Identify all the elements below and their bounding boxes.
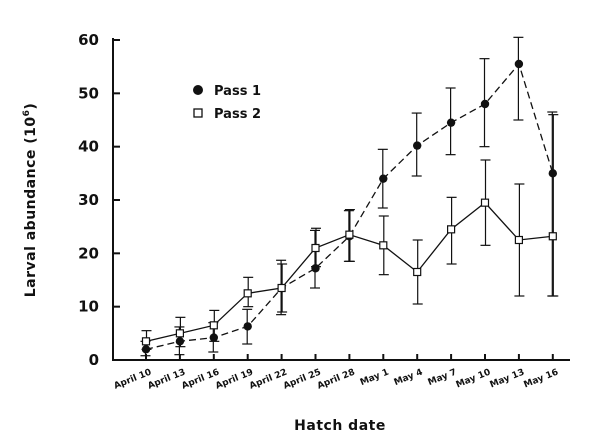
data-point-pass1: [141, 345, 151, 354]
data-point-pass1: [243, 322, 252, 331]
x-tick-label: April 10: [113, 368, 154, 392]
data-point-pass1: [311, 264, 320, 273]
data-point-pass1: [175, 337, 185, 346]
data-point-pass2: [277, 283, 286, 293]
y-tick-label: 0: [89, 351, 99, 369]
data-point-pass2: [548, 232, 557, 241]
data-point-pass2: [243, 289, 252, 298]
y-axis-title: Larval abundance (106): [22, 103, 39, 298]
x-tick-label: April 28: [316, 368, 357, 392]
x-tick-label: May 1: [359, 368, 391, 389]
y-tick-label: 20: [78, 244, 99, 262]
x-tick-label: April 13: [146, 368, 187, 392]
y-tick-label: 50: [78, 84, 99, 102]
data-point-pass1: [446, 118, 456, 127]
y-tick-label: 60: [78, 31, 99, 49]
x-tick-label: April 19: [214, 368, 255, 392]
y-axis-title-exponent: 6: [22, 110, 32, 117]
x-tick-label: May 16: [523, 368, 560, 391]
data-point-pass2: [175, 329, 184, 338]
legend: Pass 1 Pass 2: [193, 84, 261, 122]
x-axis-title: Hatch date: [294, 418, 386, 434]
data-point-pass1: [548, 169, 557, 178]
data-point-pass2: [480, 198, 490, 207]
data-point-pass2: [379, 241, 388, 250]
data-point-pass2: [141, 337, 151, 346]
y-tick-label: 10: [78, 298, 99, 316]
x-tick-label: April 16: [180, 368, 221, 392]
data-point-pass1: [379, 174, 388, 183]
data-point-pass2: [447, 225, 456, 234]
y-tick-label: 30: [78, 191, 99, 209]
data-point-pass2: [514, 235, 524, 245]
x-tick-label: April 22: [248, 368, 289, 392]
series-line-pass1: [145, 62, 554, 350]
data-point-pass1: [514, 59, 524, 69]
x-tick-label: April 25: [282, 368, 323, 392]
x-tick-label: May 4: [393, 368, 425, 389]
data-point-pass1: [480, 99, 490, 109]
legend-label-pass1: Pass 1: [214, 84, 261, 99]
data-point-pass2: [311, 243, 320, 253]
x-tick-label: May 7: [427, 368, 459, 389]
legend-marker-pass1: [193, 85, 203, 95]
data-point-pass2: [413, 267, 422, 277]
legend-label-pass2: Pass 2: [214, 107, 261, 122]
data-point-pass2: [345, 230, 354, 239]
x-tick-label: May 10: [455, 368, 492, 391]
data-point-pass1: [413, 141, 422, 150]
y-tick-label: 40: [78, 138, 99, 156]
data-point-pass1: [209, 333, 218, 342]
x-tick-label: May 13: [489, 368, 526, 391]
data-point-pass2: [209, 321, 218, 330]
legend-marker-pass2: [193, 108, 203, 118]
